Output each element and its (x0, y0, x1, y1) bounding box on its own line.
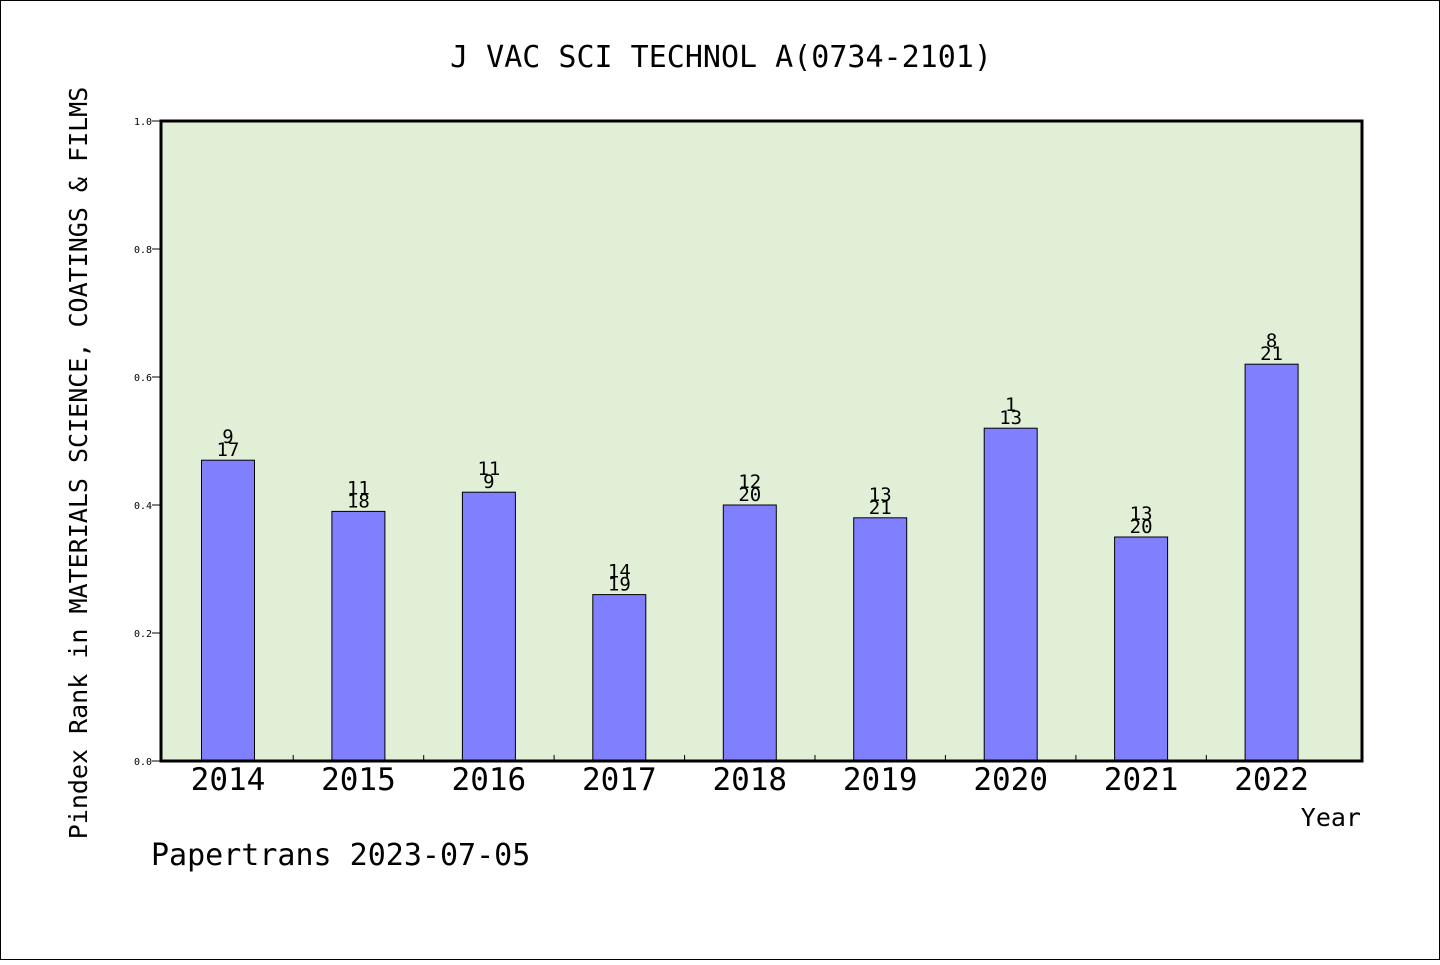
bar-2018 (722, 504, 777, 762)
bar-label-top-2014: 9 (222, 426, 233, 448)
bar-label-bottom-2021: 20 (1130, 516, 1153, 538)
x-axis-label: Year (1301, 803, 1361, 832)
x-tick-label-2022: 2022 (1234, 762, 1309, 798)
bar-label-bottom-2019: 21 (869, 497, 892, 519)
bar-label-top-2018: 12 (738, 471, 761, 493)
plot-border (159, 119, 1364, 763)
bars (201, 363, 1299, 762)
y-tick-label-2: 0.4 (134, 501, 152, 512)
bar-2021 (1114, 536, 1169, 762)
bar-label-top-2020: 1 (1005, 394, 1016, 416)
x-tick-label-2017: 2017 (582, 762, 657, 798)
bar-2016 (461, 491, 516, 762)
y-tick-label-1: 0.2 (134, 629, 152, 640)
y-tick-label-4: 0.8 (134, 245, 152, 256)
x-tick-label-2018: 2018 (712, 762, 787, 798)
x-tick-label-2016: 2016 (452, 762, 527, 798)
bar-2014 (201, 459, 255, 762)
bar-label-top-2022: 8 (1266, 330, 1277, 352)
y-axis: 0.0 0.2 0.4 0.6 0.8 1.0 (134, 117, 161, 768)
x-tick-label-2019: 2019 (843, 762, 918, 798)
footer-text: Papertrans 2023-07-05 (151, 838, 530, 873)
bar-label-bottom-2014: 17 (217, 439, 240, 461)
bar-2019 (853, 517, 908, 762)
bar-label-top-2021: 13 (1130, 503, 1153, 525)
bar-label-top-2016: 11 (477, 458, 500, 480)
bar-label-bottom-2017: 19 (608, 574, 631, 596)
bar-label-bottom-2022: 21 (1260, 343, 1283, 365)
bar-2020 (983, 427, 1038, 762)
y-tick-label-3: 0.6 (134, 373, 152, 384)
y-tick-label-0: 0.0 (134, 757, 152, 768)
chart-title: J VAC SCI TECHNOL A(0734-2101) (450, 40, 992, 75)
bar-label-bottom-2018: 20 (738, 484, 761, 506)
x-axis: 2014 2015 2016 2017 2018 2019 2020 2021 2022 (191, 755, 1309, 798)
bar-2017 (592, 594, 647, 762)
x-tick-label-2015: 2015 (321, 762, 396, 798)
bar-2015 (331, 510, 386, 762)
bar-label-top-2015: 11 (347, 477, 370, 499)
y-axis-label: Pindex Rank in MATERIALS SCIENCE, COATIN… (64, 87, 93, 840)
x-tick-label-2020: 2020 (973, 762, 1048, 798)
x-tick-label-2014: 2014 (191, 762, 266, 798)
bar-label-top-2019: 13 (869, 484, 892, 506)
bar-label-bottom-2015: 18 (347, 490, 370, 512)
bar-label-top-2017: 14 (608, 561, 631, 583)
y-tick-label-5: 1.0 (134, 117, 152, 128)
bar-label-bottom-2016: 9 (483, 471, 494, 493)
bar-2022 (1244, 363, 1299, 762)
bar-label-bottom-2020: 13 (999, 407, 1022, 429)
x-tick-label-2021: 2021 (1104, 762, 1179, 798)
